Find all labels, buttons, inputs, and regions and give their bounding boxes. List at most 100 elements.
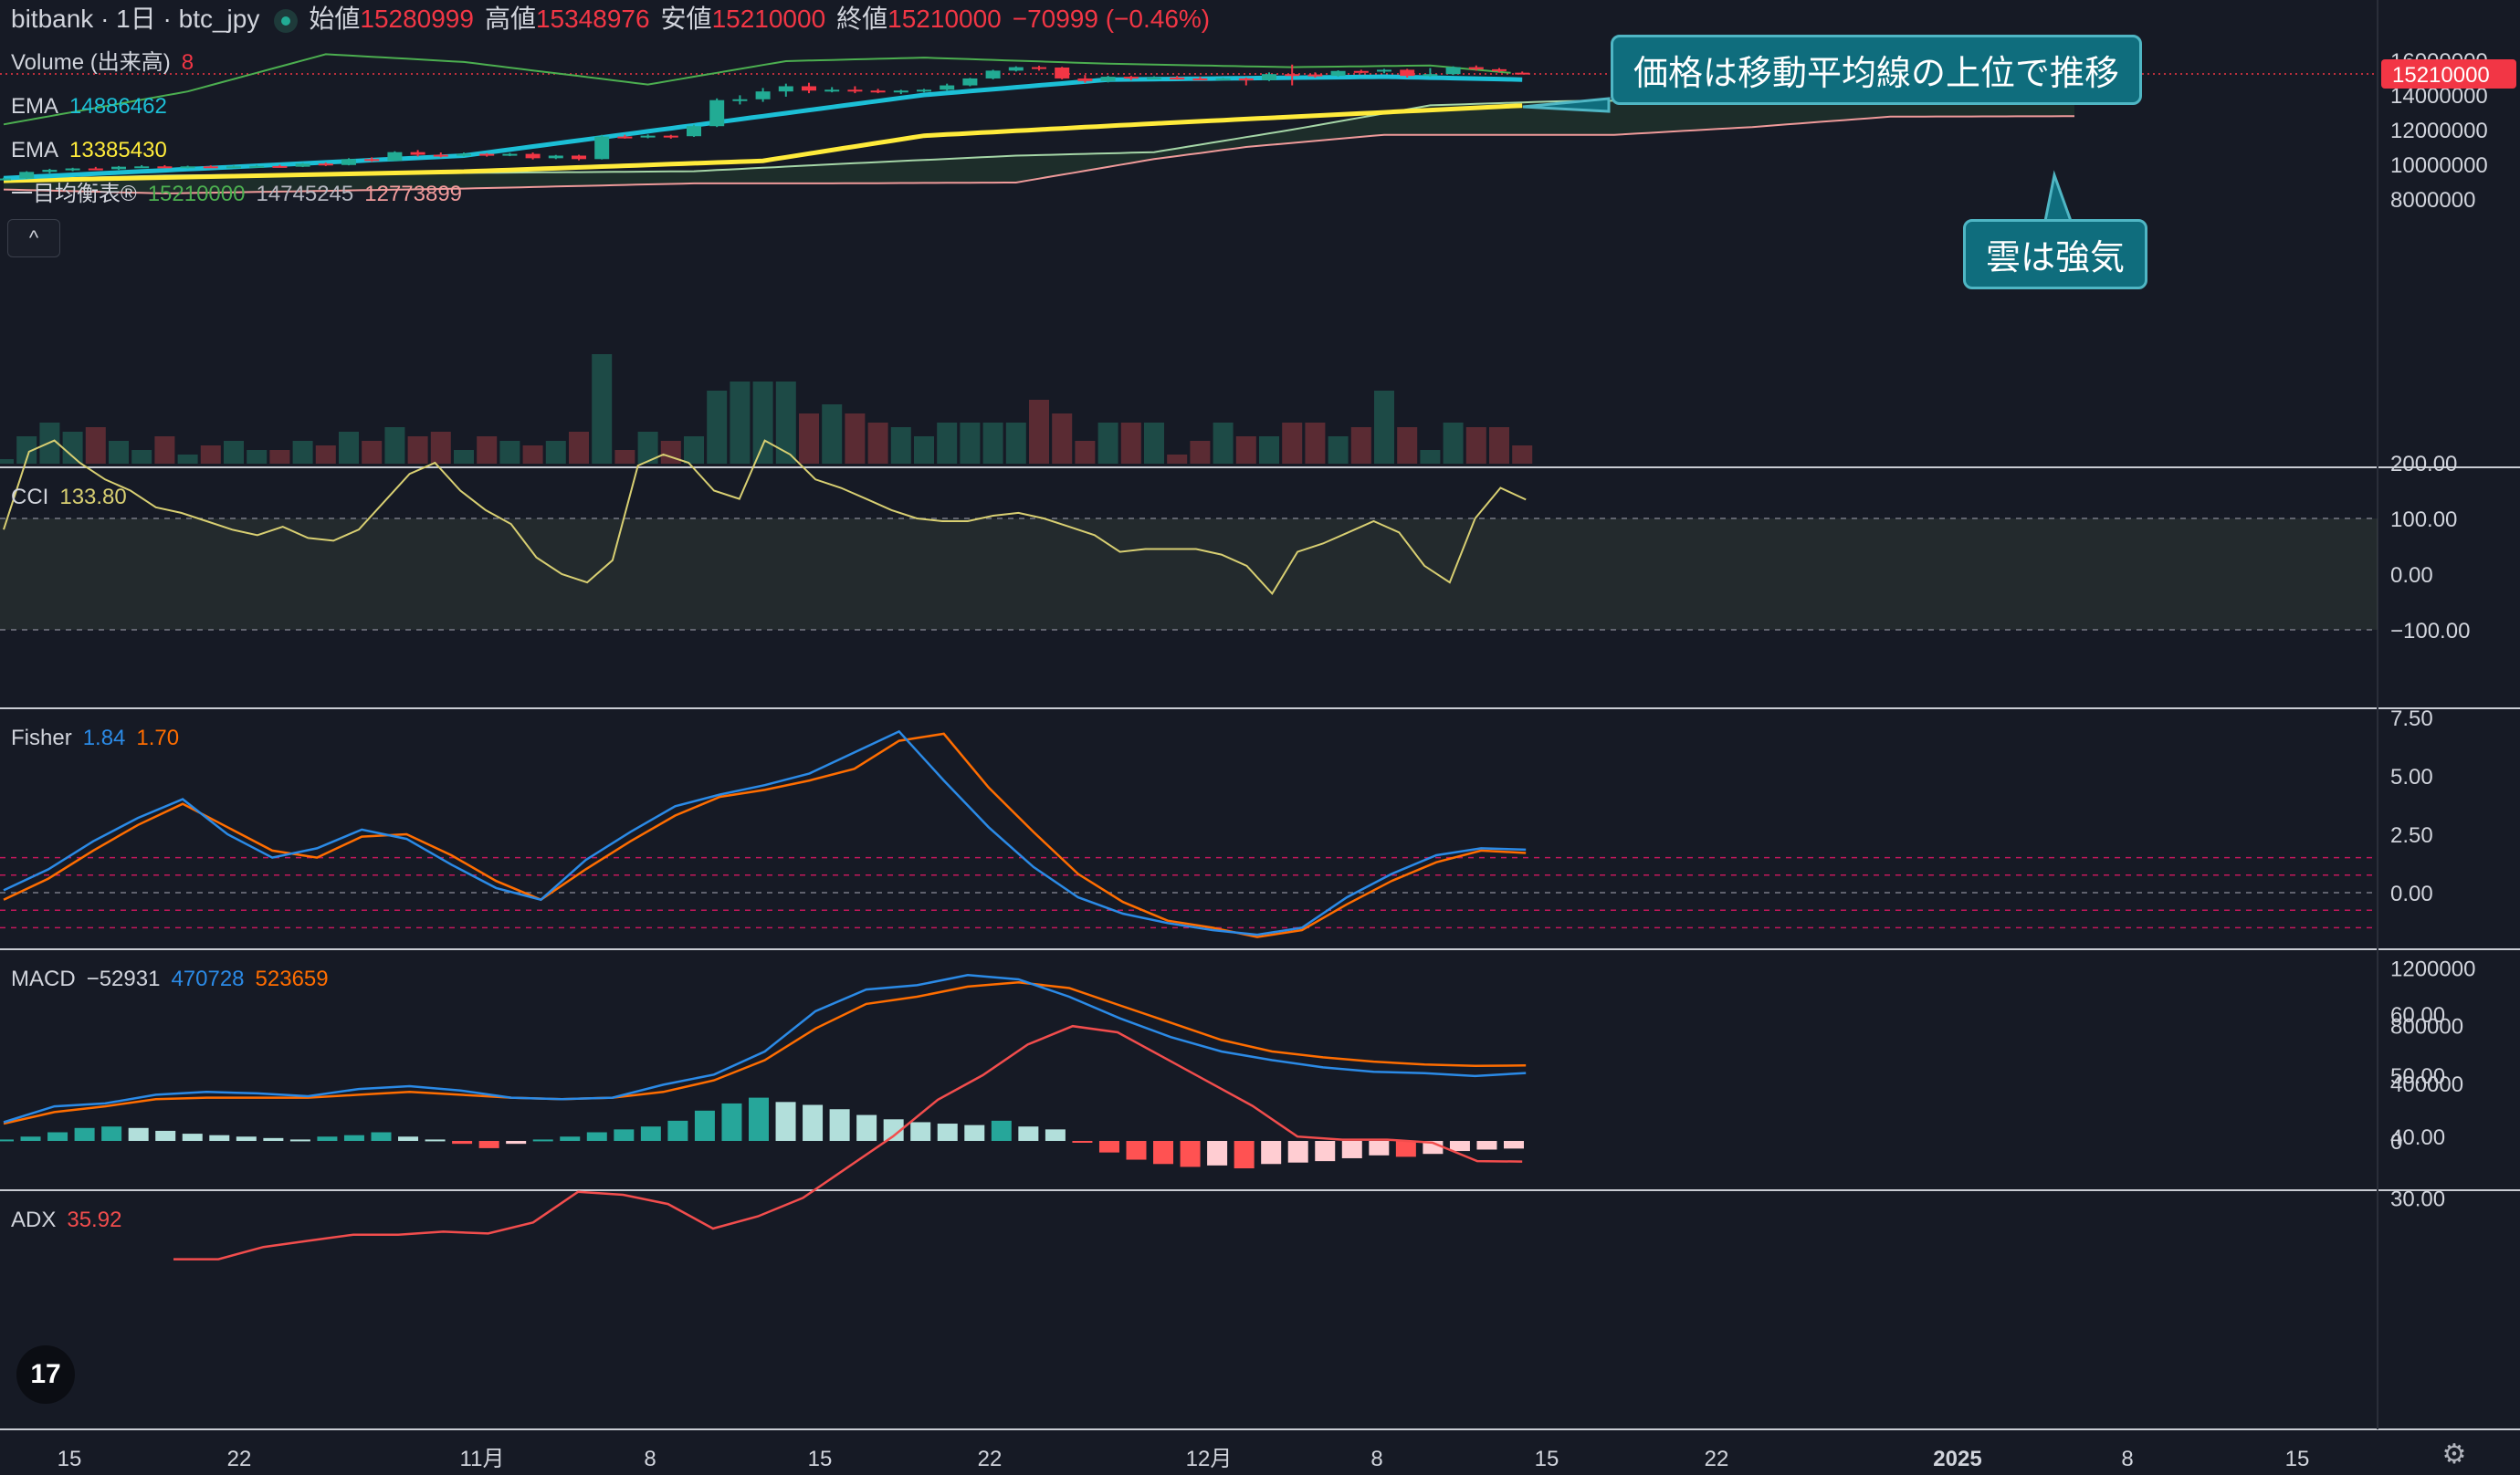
macd-histogram-bar	[1369, 1141, 1390, 1156]
adx-tick-label: 40.00	[2390, 1125, 2445, 1150]
candle-body	[1147, 78, 1161, 79]
candle-body	[893, 90, 908, 93]
cci-legend[interactable]: CCI 133.80	[11, 484, 138, 511]
candle-body	[1170, 78, 1185, 79]
macd-histogram-bar	[289, 1139, 310, 1142]
ema2-value: 13385430	[69, 138, 167, 162]
ema1-label: EMA	[11, 94, 59, 119]
candle-body	[1262, 74, 1276, 80]
collapse-legend-button[interactable]: ^	[7, 219, 60, 257]
candle-body	[617, 136, 633, 139]
volume-bar	[614, 450, 635, 464]
open-value: 15280999	[360, 5, 474, 33]
candle-body	[19, 172, 35, 179]
volume-bar	[1120, 423, 1141, 464]
ema1-legend[interactable]: EMA 14886462	[11, 93, 178, 120]
candle-body	[65, 168, 80, 171]
volume-bar	[592, 354, 613, 464]
candle-body	[940, 85, 955, 90]
macd-histogram-bar	[478, 1141, 499, 1148]
callout-cloud[interactable]: 雲は強気	[1963, 219, 2148, 289]
candle-body	[1192, 78, 1208, 80]
candle-body	[295, 163, 310, 167]
macd-histogram-bar	[209, 1135, 230, 1141]
ichimoku-span-b	[3, 115, 2074, 194]
low-label: 安値	[660, 5, 712, 33]
time-tick-label: 22	[227, 1447, 252, 1471]
header-row: bitbank · 1日 · btc_jpy 始値15280999 高値153489…	[11, 5, 1221, 33]
price-tick-label: 12000000	[2390, 119, 2488, 143]
fisher-legend[interactable]: Fisher 1.84 1.70	[11, 725, 190, 752]
volume-bar	[937, 423, 958, 464]
candle-body	[870, 90, 886, 93]
symbol-title[interactable]: bitbank · 1日 · btc_jpy	[11, 5, 260, 33]
candle-body	[1032, 67, 1046, 69]
cci-tick-label: 0.00	[2390, 563, 2433, 588]
cci-band	[0, 518, 2378, 630]
adx-legend[interactable]: ADX 35.92	[11, 1207, 132, 1234]
macd-histogram-bar	[1072, 1141, 1093, 1143]
macd-histogram-bar	[856, 1114, 877, 1141]
ema2-legend[interactable]: EMA 13385430	[11, 137, 178, 164]
macd-histogram-bar	[1504, 1141, 1524, 1149]
volume-bar	[384, 427, 405, 464]
candle-body	[341, 159, 356, 165]
chevron-up-icon: ^	[28, 226, 39, 249]
cci-tick-label: 100.00	[2390, 507, 2457, 532]
volume-bar	[684, 436, 704, 464]
macd-histogram-bar	[20, 1136, 41, 1141]
volume-bar	[914, 436, 934, 464]
candle-body	[433, 154, 448, 157]
volume-bar	[339, 432, 359, 464]
candle-body	[594, 136, 610, 160]
candle-body	[0, 178, 11, 181]
macd-histogram-bar	[829, 1109, 850, 1141]
candle-body	[1423, 74, 1438, 77]
volume-bar	[1328, 436, 1349, 464]
candle-body	[847, 89, 863, 92]
close-label: 終値	[836, 5, 888, 33]
adx-tick-label: 60.00	[2390, 1003, 2445, 1028]
gear-icon[interactable]: ⚙	[2441, 1439, 2467, 1470]
macd-histogram-bar	[1126, 1141, 1147, 1160]
macd-tick-label: 400000	[2390, 1072, 2463, 1097]
macd-histogram-bar	[586, 1132, 607, 1141]
volume-bar	[1052, 413, 1073, 464]
macd-histogram-bar	[1395, 1141, 1416, 1157]
callout-trend[interactable]: 価格は移動平均線の上位で推移	[1611, 35, 2143, 105]
candle-body	[778, 86, 793, 92]
volume-bar	[775, 382, 796, 464]
time-tick-label: 22	[978, 1447, 1003, 1471]
volume-bar	[545, 441, 566, 464]
candle-body	[1008, 67, 1024, 71]
volume-bar	[1305, 423, 1326, 464]
macd-histogram-bar	[1098, 1141, 1119, 1153]
macd-histogram-bar	[1180, 1141, 1201, 1167]
macd-histogram-bar	[937, 1124, 958, 1141]
volume-bar	[0, 459, 14, 464]
macd-legend[interactable]: MACD −52931 470728 523659	[11, 966, 340, 993]
candle-body	[1353, 70, 1369, 73]
macd-histogram-bar	[560, 1136, 581, 1141]
fisher-value-1: 1.84	[82, 726, 126, 750]
volume-bar	[569, 432, 589, 464]
macd-tick-label: 800000	[2390, 1015, 2463, 1040]
candle-body	[1515, 72, 1530, 75]
candle-body	[457, 153, 471, 156]
macd-histogram-bar	[1449, 1141, 1470, 1152]
ema1-value: 14886462	[69, 94, 167, 119]
volume-bar	[890, 427, 911, 464]
candle-body	[502, 153, 518, 156]
candle-body	[1492, 68, 1507, 71]
ichimoku-legend[interactable]: 一目均衡表® 15210000 14745245 12773899	[11, 181, 473, 208]
volume-bar	[822, 404, 843, 464]
macd-histogram-bar	[128, 1127, 149, 1141]
candle-body	[272, 165, 288, 168]
volume-bar	[407, 436, 428, 464]
volume-legend[interactable]: Volume (出来高) 8	[11, 49, 205, 77]
cci-tick-label: −100.00	[2390, 619, 2470, 643]
volume-bar	[1489, 427, 1509, 464]
time-tick-label: 15	[808, 1447, 833, 1471]
tradingview-logo[interactable]: 17	[16, 1345, 75, 1404]
